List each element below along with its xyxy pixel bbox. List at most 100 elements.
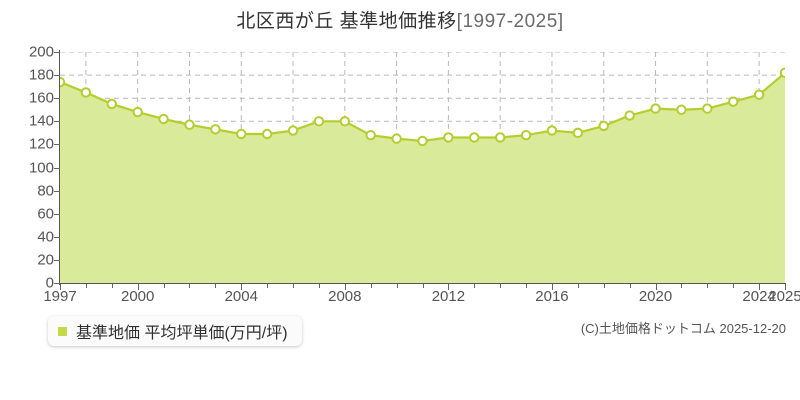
y-axis-tick-mark	[54, 75, 60, 77]
data-point-marker	[391, 133, 402, 144]
y-axis-tick-label: 40	[37, 228, 54, 246]
x-axis-tick-label: 2000	[120, 288, 155, 305]
plot-area	[60, 52, 785, 283]
x-axis-tick-label: 2025	[768, 288, 800, 305]
x-axis-tick-mark	[267, 284, 269, 288]
x-axis-tick-label: 1997	[43, 288, 77, 305]
x-axis-tick-mark	[344, 284, 346, 290]
x-axis-tick-mark	[551, 284, 553, 290]
data-point-marker	[261, 128, 273, 140]
y-axis-tick-label: 120	[28, 135, 54, 153]
y-axis-tick-mark	[54, 190, 60, 192]
x-axis-tick-mark	[318, 284, 320, 288]
x-axis-tick-mark	[215, 284, 217, 288]
x-axis-tick-mark	[655, 284, 657, 290]
x-axis-tick-mark	[681, 284, 683, 288]
x-axis-tick-mark	[60, 284, 61, 290]
page-title: 北区西が丘 基準地価推移[1997-2025]	[0, 6, 800, 33]
data-point-marker	[80, 87, 92, 98]
data-point-marker	[417, 135, 428, 147]
y-axis-tick-label: 100	[28, 159, 54, 176]
data-point-marker	[624, 110, 635, 121]
x-axis-tick-mark	[733, 284, 735, 288]
x-axis-tick-mark	[293, 284, 295, 288]
x-axis-tick-mark	[422, 284, 424, 288]
x-axis-tick-label: 2004	[224, 288, 258, 305]
y-axis-tick-mark	[54, 121, 60, 123]
x-axis-tick-mark	[629, 284, 631, 288]
data-point-marker	[60, 76, 66, 88]
x-axis-tick-mark	[785, 284, 786, 290]
legend-swatch-icon	[58, 326, 67, 336]
x-axis-tick-mark	[474, 284, 476, 288]
y-axis-tick-label: 200	[28, 43, 54, 61]
data-point-marker	[210, 124, 221, 135]
y-axis-tick-mark	[54, 213, 60, 215]
series-area-fill	[60, 72, 785, 283]
data-point-marker	[184, 119, 195, 130]
x-axis-tick-mark	[526, 284, 528, 288]
footer-credit: (C)土地価格ドットコム 2025-12-20	[580, 321, 786, 336]
data-point-marker	[287, 125, 299, 136]
x-axis-tick-mark	[137, 284, 139, 290]
x-axis-tick-label: 2020	[638, 288, 673, 305]
data-point-marker	[236, 128, 247, 140]
data-point-marker	[572, 127, 584, 139]
x-axis-tick-mark	[759, 284, 761, 290]
y-axis: 0 20 40 60 80 100 120 140 160 180 200	[0, 44, 54, 292]
data-point-marker	[546, 125, 558, 136]
y-axis-tick-label: 20	[37, 251, 54, 269]
data-point-marker	[753, 89, 765, 100]
x-axis-tick-mark	[189, 284, 191, 288]
chart-legend[interactable]: 基準地価 平均坪単価(万円/坪)	[48, 316, 302, 346]
x-axis-tick-label: 2008	[328, 288, 362, 305]
y-axis-tick-label: 140	[28, 112, 54, 130]
y-axis-tick-mark	[54, 52, 60, 53]
data-point-marker	[365, 129, 376, 141]
x-axis-tick-mark	[448, 284, 450, 290]
x-axis-tick-mark	[707, 284, 709, 288]
y-axis-tick-label: 80	[37, 182, 54, 200]
series-markers	[60, 67, 785, 147]
x-axis-tick-mark	[241, 284, 243, 290]
legend-label: 基準地価 平均坪単価(万円/坪)	[76, 325, 288, 342]
data-point-marker	[494, 132, 506, 143]
x-axis-tick-mark	[163, 284, 165, 288]
y-axis-tick-mark	[54, 144, 60, 146]
data-point-marker	[520, 129, 532, 141]
data-point-marker	[106, 98, 117, 110]
data-point-marker	[132, 106, 143, 118]
x-axis-tick-mark	[85, 284, 87, 288]
area-chart-svg	[60, 52, 785, 283]
x-axis-tick-mark	[396, 284, 398, 288]
data-point-marker	[650, 103, 661, 114]
x-axis-tick-mark	[500, 284, 502, 288]
x-axis-tick-mark	[111, 284, 113, 288]
data-point-marker	[313, 116, 325, 127]
data-point-marker	[469, 132, 480, 143]
x-axis-tick-mark	[370, 284, 372, 288]
chart-title-range: [1997-2025]	[456, 11, 564, 32]
data-point-marker	[443, 132, 454, 143]
y-axis-tick-mark	[54, 236, 60, 238]
data-point-marker	[779, 67, 785, 78]
x-axis-tick-mark	[603, 284, 605, 288]
y-axis-tick-label: 160	[28, 89, 54, 107]
y-axis-tick-label: 180	[28, 66, 54, 84]
data-point-marker	[158, 113, 169, 125]
x-axis-tick-label: 2024	[742, 288, 776, 305]
data-point-marker	[339, 116, 351, 127]
x-axis-tick-label: 2012	[431, 288, 466, 305]
x-axis-tick-mark	[577, 284, 579, 288]
chart-title-text: 北区西が丘 基準地価推移	[236, 11, 457, 32]
x-axis: 1997 2000 2004 2008 2012 2016 2020 2024 2025	[0, 284, 800, 310]
y-axis-tick-label: 60	[37, 205, 54, 223]
data-point-marker	[702, 103, 713, 114]
data-point-marker	[676, 104, 687, 115]
data-point-marker	[598, 120, 609, 132]
data-point-marker	[728, 96, 739, 107]
y-axis-tick-mark	[54, 167, 60, 169]
x-axis-tick-label: 2016	[535, 288, 569, 305]
y-axis-tick-label: 0	[45, 274, 54, 292]
